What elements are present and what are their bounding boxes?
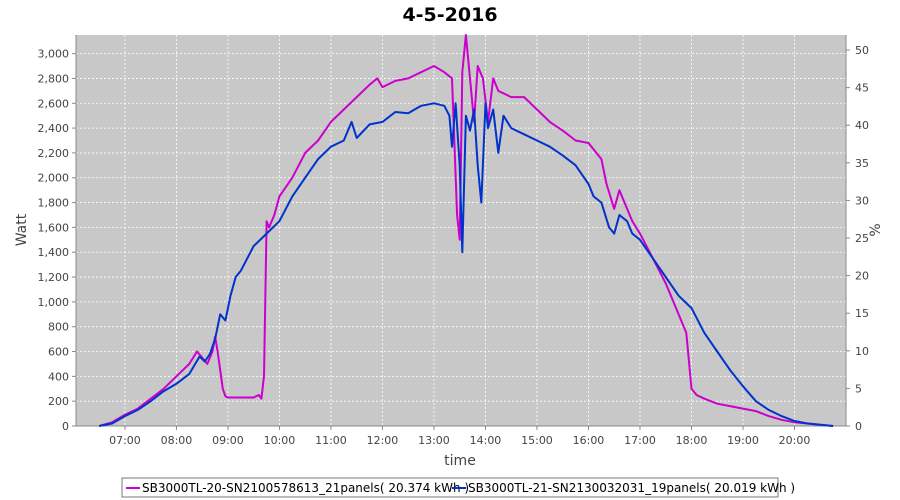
chart-title: 4-5-2016: [402, 4, 497, 26]
x-tick-label: 08:00: [161, 434, 193, 447]
x-tick-label: 18:00: [676, 434, 708, 447]
y-tick-label: 0: [62, 420, 69, 433]
legend-label-series-2: SB3000TL-21-SN2130032031_19panels( 20.01…: [468, 481, 795, 495]
x-tick-label: 11:00: [315, 434, 347, 447]
y-tick-label: 600: [48, 346, 69, 359]
y2-axis-label: %: [868, 223, 884, 236]
legend-label-series-1: SB3000TL-20-SN2100578613_21panels( 20.37…: [142, 481, 469, 495]
axes: [75, 35, 847, 427]
y2-tick-label: 40: [855, 119, 869, 132]
legend-box: [121, 477, 779, 498]
y-tick-label: 1,000: [38, 296, 70, 309]
x-tick-label: 20:00: [779, 434, 811, 447]
x-tick-label: 09:00: [212, 434, 244, 447]
legend: SB3000TL-20-SN2100578613_21panels( 20.37…: [121, 477, 795, 498]
y-tick-label: 2,000: [38, 172, 70, 185]
series-line-1: [98, 34, 834, 427]
y-tick-label: 200: [48, 395, 69, 408]
y-tick-label: 2,200: [38, 147, 70, 160]
y2-tick-label: 15: [855, 307, 869, 320]
y-tick-label: 1,800: [38, 197, 70, 210]
y2-tick-label: 35: [855, 157, 869, 170]
y2-tick-label: 30: [855, 194, 869, 207]
y-tick-label: 2,600: [38, 97, 70, 110]
x-tick-label: 17:00: [624, 434, 656, 447]
y-tick-label: 2,800: [38, 72, 70, 85]
x-tick-label: 07:00: [109, 434, 141, 447]
x-axis-label: time: [444, 453, 476, 469]
series-line-2: [99, 102, 834, 427]
y2-axis-ticks: 0 5 10 15 20 25 30 35 40 45 50: [846, 44, 869, 433]
x-tick-label: 14:00: [470, 434, 502, 447]
y-tick-label: 3,000: [38, 48, 70, 61]
x-tick-label: 10:00: [264, 434, 296, 447]
series-lines: [98, 34, 834, 427]
x-tick-label: 16:00: [573, 434, 605, 447]
y-tick-label: 400: [48, 370, 69, 383]
y2-tick-label: 0: [855, 420, 862, 433]
y-tick-label: 1,400: [38, 246, 70, 259]
x-axis-ticks: 07:00 08:00 09:00 10:00 11:00 12:00 13:00 14:00…: [109, 426, 810, 447]
y-tick-label: 2,400: [38, 122, 70, 135]
x-tick-label: 12:00: [367, 434, 399, 447]
y2-tick-label: 25: [855, 232, 869, 245]
y2-tick-label: 10: [855, 345, 869, 358]
y-tick-label: 800: [48, 321, 69, 334]
y-axis-ticks: 0 200 400 600 800 1,000 1,200 1,400 1,600 1,800 2,…: [38, 48, 76, 433]
y-tick-label: 1,200: [38, 271, 70, 284]
x-tick-label: 13:00: [418, 434, 450, 447]
y2-tick-label: 45: [855, 82, 869, 95]
y2-tick-label: 5: [855, 382, 862, 395]
y2-tick-label: 50: [855, 44, 869, 57]
y2-tick-label: 20: [855, 270, 869, 283]
x-tick-label: 15:00: [521, 434, 553, 447]
y-tick-label: 1,600: [38, 221, 70, 234]
x-tick-label: 19:00: [727, 434, 759, 447]
y-axis-label: Watt: [14, 213, 30, 246]
